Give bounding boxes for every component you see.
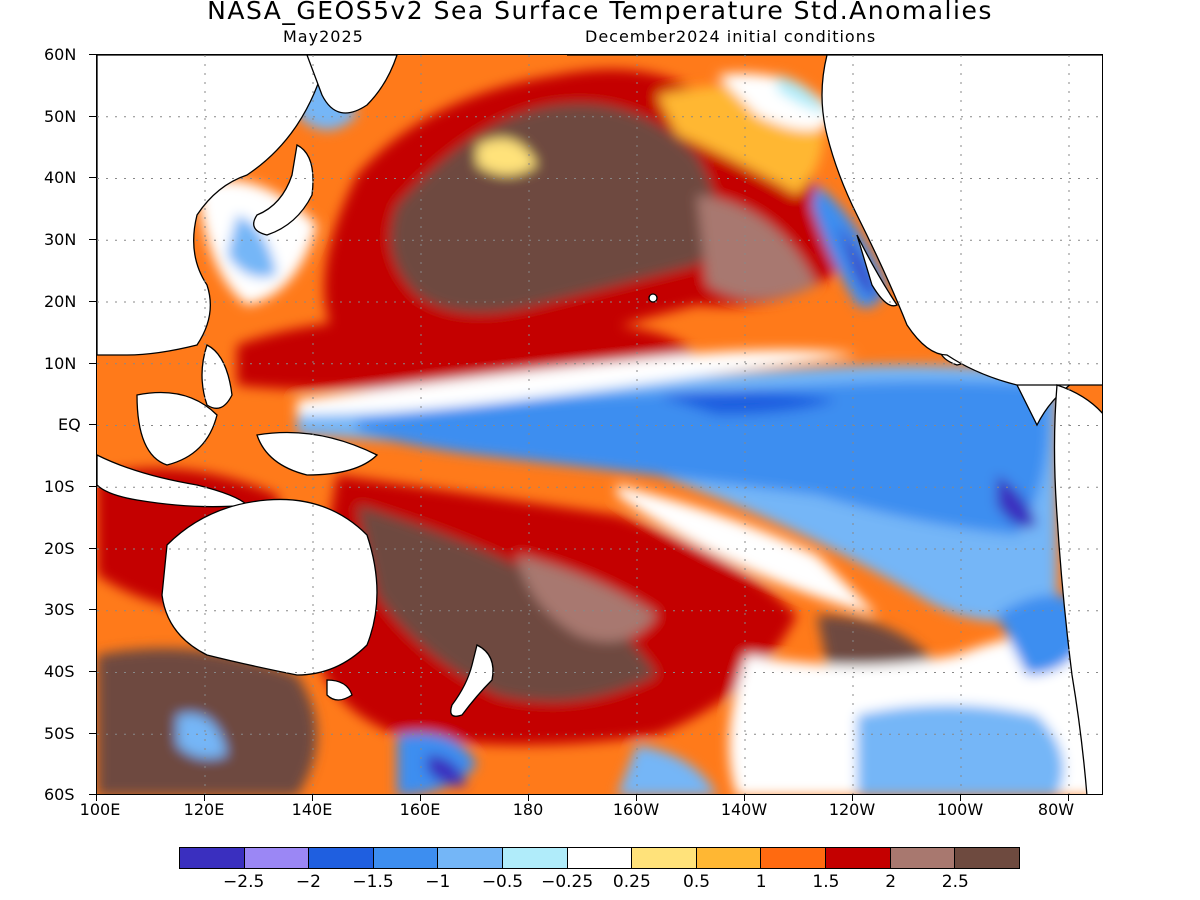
lat-tick: [89, 794, 96, 795]
lon-tick: [204, 795, 205, 801]
lat-label: 10N: [44, 354, 77, 373]
legend-swatch: [632, 848, 697, 868]
lon-tick: [744, 795, 745, 801]
legend-swatch: [696, 848, 762, 868]
lon-label: 80W: [1037, 800, 1075, 819]
lat-label: 30S: [44, 600, 75, 619]
lat-label: 40N: [44, 168, 77, 187]
lat-tick: [89, 424, 96, 425]
lat-label: EQ: [58, 415, 81, 434]
west-coast: [821, 55, 1102, 386]
legend-swatch: [244, 848, 310, 868]
legend-label: −0.5: [481, 872, 524, 892]
hawaii: [648, 293, 658, 303]
lon-tick: [420, 795, 421, 801]
lat-tick: [89, 239, 96, 240]
legend-label: 0.25: [612, 872, 651, 892]
lat-label: 60S: [44, 785, 75, 804]
new-zealand: [450, 644, 494, 717]
japan: [253, 144, 314, 236]
lon-label: 100E: [79, 800, 121, 819]
sst-anomaly-map: [96, 54, 1103, 795]
lat-tick: [89, 609, 96, 610]
indonesia: [136, 391, 218, 466]
legend-swatch: [955, 848, 1019, 868]
land-masses: [97, 55, 1102, 794]
lat-label: 20N: [44, 292, 77, 311]
lon-label: 140E: [291, 800, 333, 819]
legend-swatch: [890, 848, 956, 868]
forecast-month: May2025: [283, 27, 364, 46]
lat-tick: [89, 486, 96, 487]
legend-swatch: [438, 848, 504, 868]
lat-tick: [89, 548, 96, 549]
chart-title: NASA_GEOS5v2 Sea Surface Temperature Std…: [207, 0, 993, 25]
new-guinea: [256, 431, 379, 476]
grid-lines: [97, 55, 1102, 794]
lon-label: 160W: [612, 800, 660, 819]
lon-tick: [528, 795, 529, 801]
lon-label: 160E: [399, 800, 441, 819]
lat-tick: [89, 301, 96, 302]
tasmania: [326, 679, 353, 701]
lon-tick: [96, 795, 97, 801]
lat-label: 60N: [44, 45, 77, 64]
initial-conditions: December2024 initial conditions: [585, 27, 877, 46]
lat-label: 10S: [44, 477, 75, 496]
legend-label: 0.5: [683, 872, 711, 892]
lat-tick: [89, 671, 96, 672]
legend-label: −2.5: [223, 872, 265, 892]
lon-tick: [636, 795, 637, 801]
legend-swatch: [761, 848, 827, 868]
legend-label: 1.5: [812, 872, 840, 892]
legend-swatch: [503, 848, 568, 868]
lon-label: 140W: [720, 800, 768, 819]
south-america: [1053, 384, 1102, 794]
lat-tick: [89, 363, 96, 364]
lon-tick: [1068, 795, 1069, 801]
lon-tick: [312, 795, 313, 801]
lat-tick: [89, 177, 96, 178]
lat-tick: [89, 54, 96, 55]
legend-label: −0.25: [541, 872, 594, 892]
color-legend: [179, 847, 1020, 869]
anomaly-field: [97, 69, 1102, 794]
lon-tick: [852, 795, 853, 801]
legend-label: 2.5: [941, 872, 969, 892]
australia: [161, 498, 378, 676]
kamchatka: [306, 55, 398, 114]
lat-label: 20S: [44, 539, 75, 558]
lat-tick: [89, 116, 96, 117]
legend-swatch: [826, 848, 891, 868]
lon-label: 180: [512, 800, 544, 819]
lat-tick: [89, 733, 96, 734]
baja: [856, 234, 898, 307]
legend-label: 1: [755, 872, 767, 892]
lat-label: 50S: [44, 724, 75, 743]
legend-swatch: [567, 848, 633, 868]
asia-coast: [97, 55, 328, 356]
legend-swatch: [180, 848, 245, 868]
legend-label: −1.5: [352, 872, 394, 892]
legend-swatch: [373, 848, 439, 868]
lat-label: 40S: [44, 662, 75, 681]
lon-tick: [960, 795, 961, 801]
lon-label: 120E: [183, 800, 225, 819]
lon-label: 120W: [828, 800, 876, 819]
lat-label: 50N: [44, 107, 77, 126]
legend-label: −1: [425, 872, 451, 892]
legend-label: −2: [295, 872, 321, 892]
philippines: [201, 344, 233, 409]
legend-label: 2: [885, 872, 897, 892]
lon-label: 100W: [936, 800, 984, 819]
legend-swatch: [309, 848, 374, 868]
lat-label: 30N: [44, 230, 77, 249]
